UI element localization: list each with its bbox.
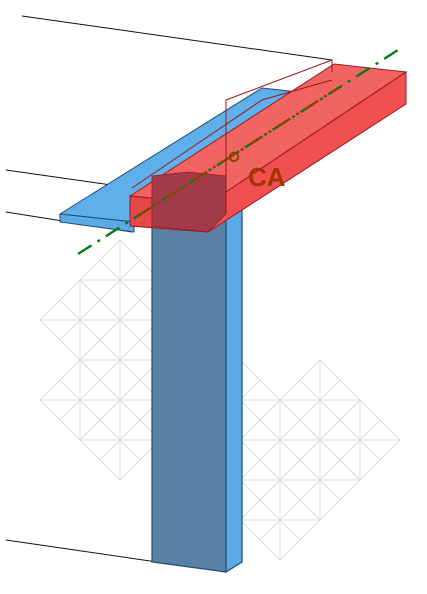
pattern-cell	[239, 479, 321, 561]
leader-line-top	[21, 15, 333, 61]
flange-plate-edge	[59, 213, 135, 233]
column-side-face	[225, 199, 243, 574]
centroid-axis-line	[77, 48, 399, 256]
pattern-cell	[319, 399, 401, 481]
centroid-point	[228, 151, 240, 163]
beam-slot-edges	[131, 59, 333, 214]
centroid-axis-label: CA	[248, 162, 286, 192]
centroid-axis-inner	[137, 86, 339, 218]
beam-column-overlap	[151, 171, 227, 233]
